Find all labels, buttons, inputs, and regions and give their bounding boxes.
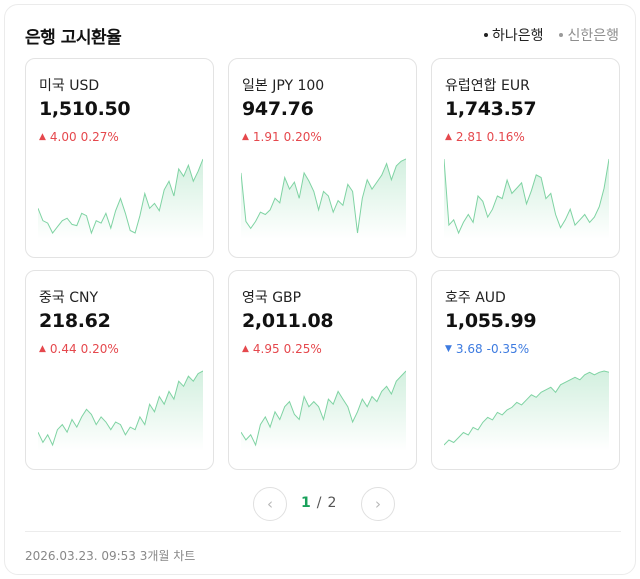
divider (25, 531, 621, 532)
change-percent: 0.27% (80, 130, 119, 144)
trend-area (444, 371, 609, 451)
trend-area (38, 371, 203, 451)
currency-change: ▲ 4.00 0.27% (39, 130, 119, 144)
tab-shinhan-bank[interactable]: 신한은행 (559, 25, 619, 45)
currency-price: 1,743.57 (445, 98, 537, 120)
tab-hana-bank[interactable]: 하나은행 (483, 25, 544, 45)
currency-name: 영국 GBP (242, 290, 302, 306)
change-value: 4.00 (49, 130, 77, 144)
triangle-up-icon: ▲ (242, 132, 249, 142)
change-percent: 0.16% (486, 130, 525, 144)
triangle-up-icon: ▲ (242, 344, 249, 354)
prev-page-button[interactable]: ‹ (253, 487, 287, 521)
pagination: ‹ 1 / 2 › (5, 487, 637, 521)
current-page: 1 (301, 495, 311, 511)
change-value: 3.68 (455, 342, 483, 356)
trend-line (38, 158, 203, 235)
triangle-up-icon: ▲ (39, 344, 46, 354)
trend-area (241, 159, 406, 239)
bullet-icon (559, 33, 564, 37)
currency-name: 호주 AUD (445, 290, 506, 306)
currency-price: 1,510.50 (39, 98, 131, 120)
currency-change: ▲ 4.95 0.25% (242, 342, 322, 356)
change-percent: 0.25% (283, 342, 322, 356)
triangle-down-icon: ▼ (445, 344, 452, 354)
change-value: 0.44 (49, 342, 77, 356)
trend-chart (38, 370, 203, 451)
change-value: 1.91 (252, 130, 280, 144)
tab-label: 하나은행 (491, 28, 544, 44)
triangle-up-icon: ▲ (445, 132, 452, 142)
currency-name: 유럽연합 EUR (445, 78, 530, 94)
trend-line (38, 370, 203, 447)
tab-label: 신한은행 (567, 28, 619, 44)
trend-chart (241, 158, 406, 239)
currency-price: 947.76 (242, 98, 314, 120)
page-indicator: 1 / 2 (301, 495, 336, 511)
change-percent: 0.20% (283, 130, 322, 144)
currency-card-eur[interactable]: 유럽연합 EUR 1,743.57 ▲ 2.81 0.16% (431, 58, 620, 258)
currency-change: ▲ 2.81 0.16% (445, 130, 525, 144)
currency-card-aud[interactable]: 호주 AUD 1,055.99 ▼ 3.68 -0.35% (431, 270, 620, 470)
triangle-up-icon: ▲ (39, 132, 46, 142)
currency-change: ▲ 1.91 0.20% (242, 130, 322, 144)
currency-change: ▲ 0.44 0.20% (39, 342, 119, 356)
currency-name: 일본 JPY 100 (242, 78, 325, 94)
currency-change: ▼ 3.68 -0.35% (445, 342, 529, 356)
bullet-icon (483, 33, 488, 37)
currency-name: 미국 USD (39, 78, 100, 94)
trend-line (241, 158, 406, 234)
trend-chart (444, 370, 609, 451)
chevron-right-icon: › (375, 495, 381, 513)
exchange-rate-widget: 은행 고시환율 하나은행 신한은행 미국 USD 1,510.50 ▲ 4.00… (4, 4, 636, 575)
currency-card-jpy[interactable]: 일본 JPY 100 947.76 ▲ 1.91 0.20% (228, 58, 417, 258)
widget-title: 은행 고시환율 (25, 28, 122, 48)
trend-line (444, 370, 609, 446)
trend-line (241, 370, 406, 447)
currency-card-gbp[interactable]: 영국 GBP 2,011.08 ▲ 4.95 0.25% (228, 270, 417, 470)
currency-card-cny[interactable]: 중국 CNY 218.62 ▲ 0.44 0.20% (25, 270, 214, 470)
total-pages: 2 (327, 495, 337, 511)
trend-area (444, 159, 609, 239)
page-separator: / (316, 495, 322, 511)
bank-tabs: 하나은행 신한은행 (483, 25, 619, 45)
trend-chart (38, 158, 203, 239)
update-timestamp: 2026.03.23. 09:53 3개월 차트 (25, 549, 196, 563)
change-value: 2.81 (455, 130, 483, 144)
currency-price: 218.62 (39, 310, 111, 332)
change-percent: 0.20% (80, 342, 119, 356)
currency-price: 1,055.99 (445, 310, 537, 332)
currency-name: 중국 CNY (39, 290, 99, 306)
currency-price: 2,011.08 (242, 310, 334, 332)
chevron-left-icon: ‹ (267, 495, 273, 513)
trend-chart (444, 158, 609, 239)
trend-area (241, 371, 406, 451)
trend-chart (241, 370, 406, 451)
next-page-button[interactable]: › (361, 487, 395, 521)
currency-card-usd[interactable]: 미국 USD 1,510.50 ▲ 4.00 0.27% (25, 58, 214, 258)
trend-line (444, 158, 609, 235)
change-value: 4.95 (252, 342, 280, 356)
change-percent: -0.35% (486, 342, 530, 356)
